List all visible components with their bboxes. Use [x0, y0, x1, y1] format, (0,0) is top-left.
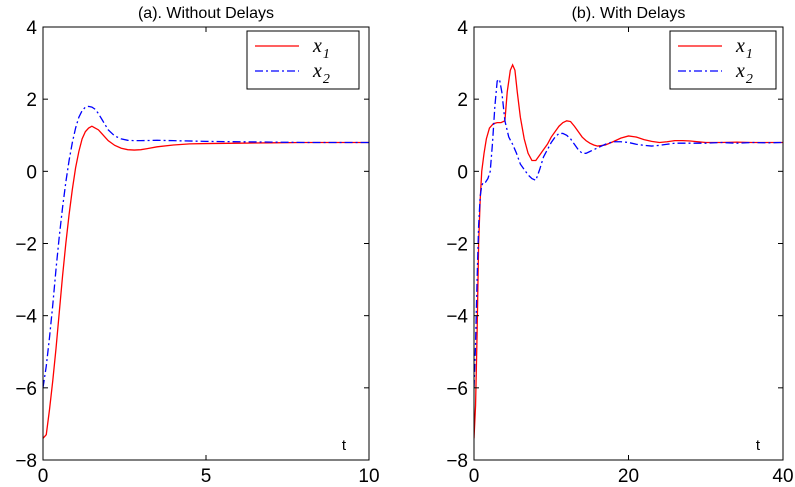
x-tick-label: 10: [358, 466, 379, 487]
legend-label-subscript: 1: [746, 47, 753, 62]
series-line-x2: [43, 105, 369, 388]
x-tick-label: 0: [38, 466, 49, 487]
y-tick-label: −4: [15, 307, 37, 328]
y-tick-label: −2: [15, 235, 37, 256]
y-tick-label: 2: [26, 90, 37, 111]
x-tick-label: 40: [772, 466, 793, 487]
series-line-x2: [474, 78, 783, 388]
x-tick-label: 20: [618, 466, 639, 487]
x-tick-label: 0: [469, 466, 480, 487]
series-line-x1: [474, 63, 783, 439]
plot-frame: [473, 26, 784, 461]
y-tick-label: 0: [26, 162, 37, 183]
chart-title: (a). Without Delays: [138, 5, 274, 22]
x-axis-label: t: [756, 437, 761, 454]
y-tick-label: −6: [15, 379, 37, 400]
y-tick-label: −4: [446, 307, 468, 328]
legend-label-subscript: 2: [323, 72, 330, 87]
legend-box: [669, 30, 777, 90]
y-tick-label: −6: [446, 379, 468, 400]
legend-label-subscript: 1: [323, 47, 330, 62]
y-tick-label: −8: [15, 451, 37, 472]
legend-label-subscript: 2: [746, 72, 753, 87]
chart-title: (b). With Delays: [572, 5, 686, 22]
legend-box: [246, 30, 360, 90]
y-tick-label: 4: [26, 18, 37, 39]
y-tick-label: −8: [446, 451, 468, 472]
series-line-x1: [43, 125, 369, 439]
y-tick-label: 4: [457, 18, 468, 39]
y-tick-label: −2: [446, 235, 468, 256]
plot-frame: [42, 26, 370, 461]
x-tick-label: 5: [201, 466, 212, 487]
x-axis-label: t: [342, 437, 347, 454]
y-tick-label: 0: [457, 162, 468, 183]
y-tick-label: 2: [457, 90, 468, 111]
